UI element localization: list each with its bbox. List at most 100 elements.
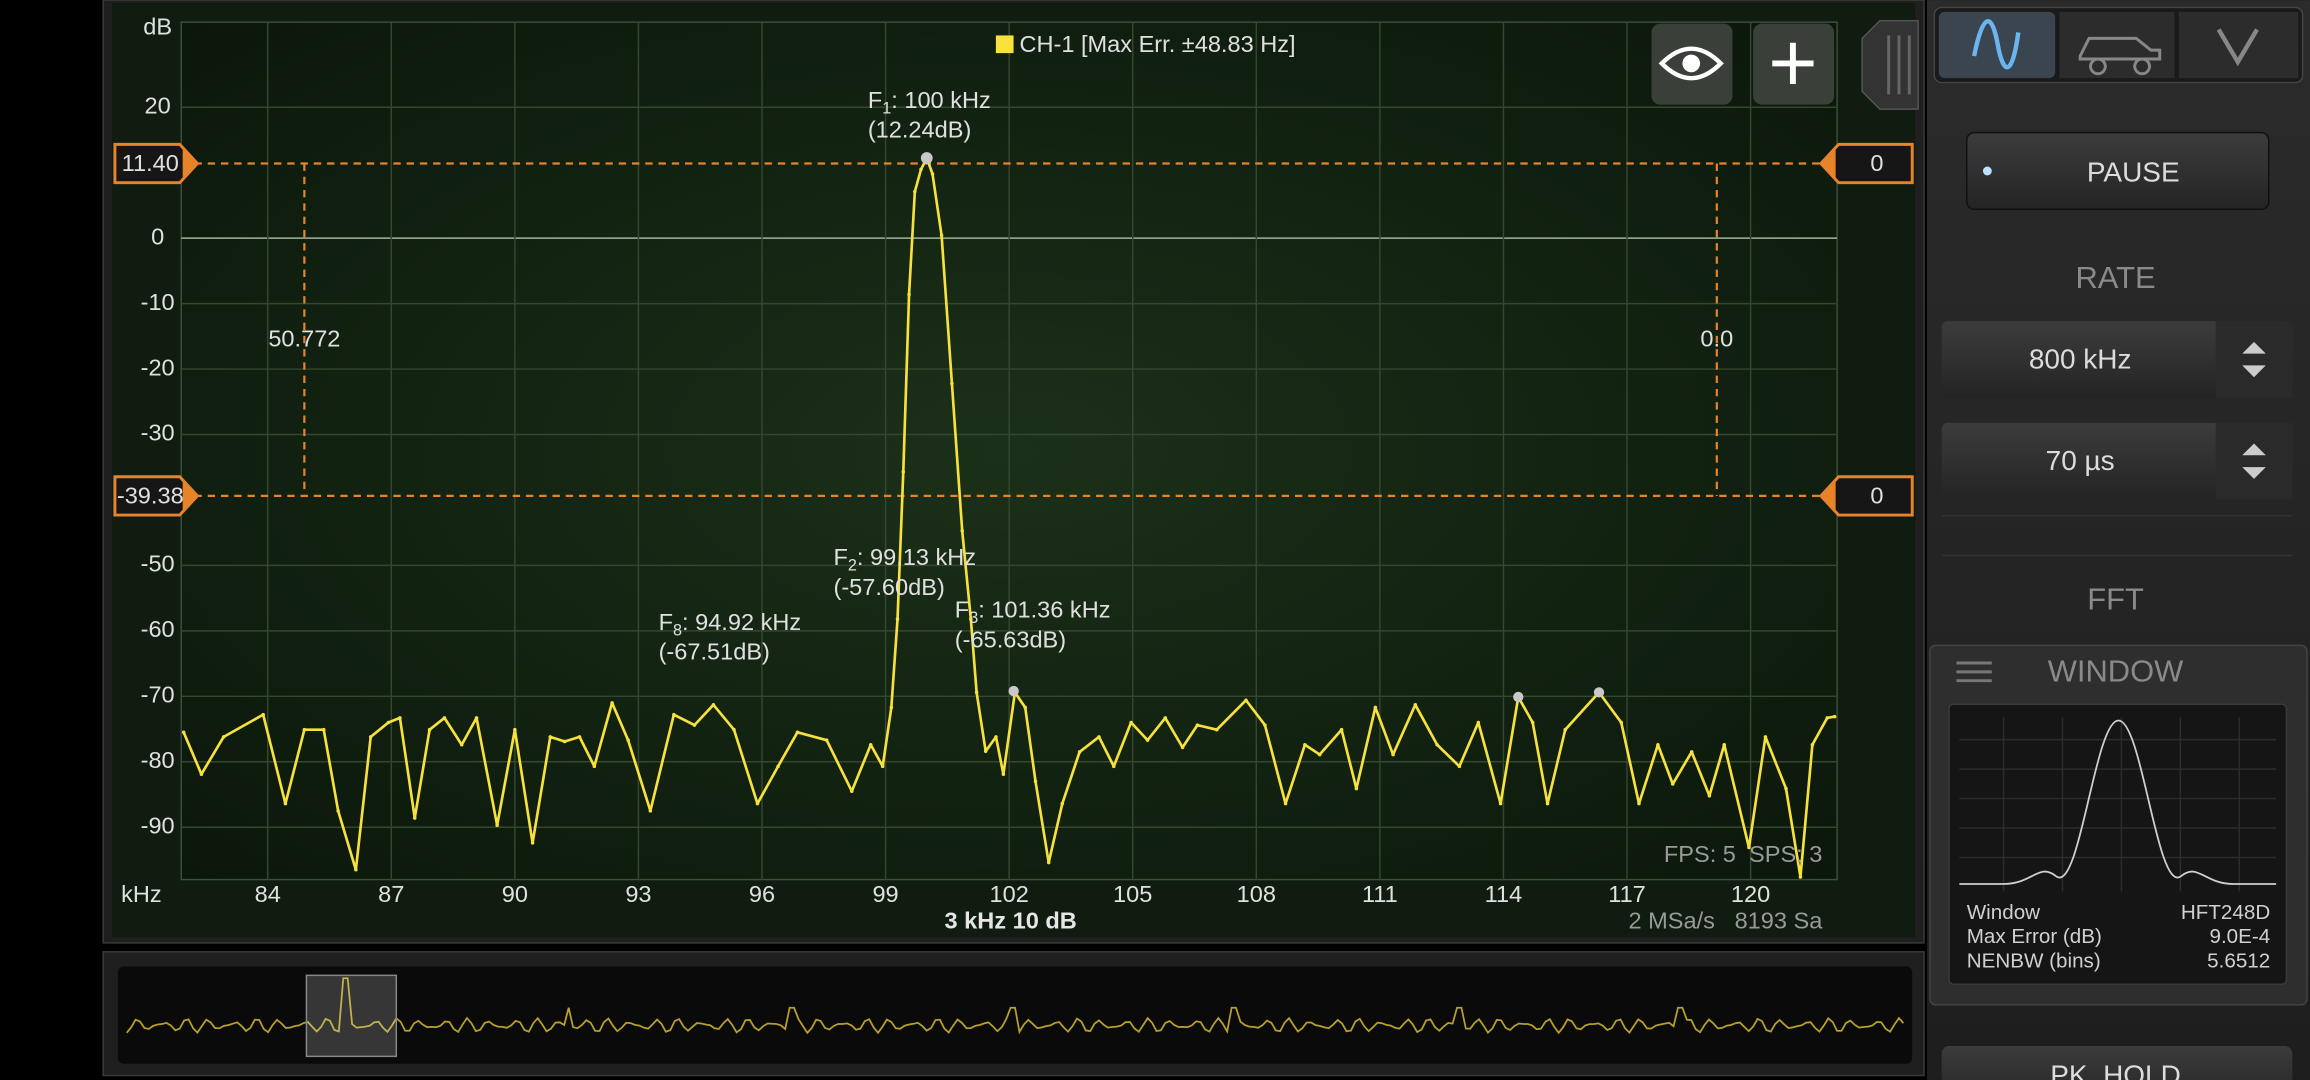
time-value: 70 µs — [2046, 445, 2115, 476]
trace-point — [1798, 875, 1803, 879]
trace-point — [648, 809, 653, 813]
marker-name: F — [833, 544, 847, 570]
add-button[interactable] — [1753, 23, 1835, 105]
trace-point — [895, 617, 900, 621]
x-tick-label: 93 — [625, 881, 651, 907]
panel-handle[interactable] — [1861, 19, 1919, 110]
trace-point — [1046, 860, 1051, 865]
trace-point — [530, 841, 535, 845]
trace-point — [1435, 742, 1439, 747]
x-tick-label: 84 — [255, 881, 281, 907]
trace-point — [221, 735, 226, 739]
cursor-level-label: 11.40 — [122, 150, 179, 176]
trace-point — [592, 764, 597, 769]
cursor-position-label: 0.0 — [1700, 326, 1733, 352]
y-tick-label: 0 — [151, 223, 164, 249]
trace-point — [1303, 742, 1307, 747]
grid — [181, 22, 1838, 880]
marker-index: 2 — [848, 557, 857, 575]
pause-button[interactable]: PAUSE — [1966, 131, 2270, 211]
y-tick-label: -60 — [141, 616, 175, 642]
trace-point — [1244, 698, 1248, 703]
window-title: WINDOW — [2048, 653, 2184, 688]
trace-point — [776, 764, 780, 769]
y-tick-label: -50 — [141, 551, 175, 577]
y-tick-label: -20 — [141, 354, 175, 380]
trace-point — [901, 470, 906, 474]
trace-point — [1763, 735, 1768, 739]
trace-layer — [181, 152, 1837, 879]
trace-point — [850, 789, 854, 793]
x-tick-label: 90 — [502, 881, 528, 907]
trace-point — [672, 712, 676, 717]
cursor-position-label: 50.772 — [268, 326, 340, 352]
trace-point — [889, 705, 894, 710]
window-row-key: Max Error (dB) — [1967, 925, 2102, 948]
cursors: 11.40 0 -39.38 0 50.772 0.0 — [113, 142, 1914, 517]
mode-tabs[interactable] — [1933, 6, 2304, 84]
separator — [1941, 514, 2293, 557]
trace-point — [1784, 786, 1788, 791]
legend-label: CH-1 [Max Err. ±48.83 Hz] — [1019, 31, 1295, 57]
rate-selector[interactable]: 800 kHz — [1941, 321, 2293, 398]
peak-dot — [1008, 685, 1019, 697]
trace-point — [1413, 703, 1418, 707]
window-row-key: NENBW (bins) — [1967, 950, 2101, 973]
marker-index: 3 — [969, 609, 978, 627]
time-selector[interactable]: 70 µs — [1941, 422, 2293, 500]
window-panel[interactable]: WINDOW Window HFT248D Max Error (dB) 9.0E-4… — [1929, 644, 2308, 1006]
trace-point — [626, 738, 630, 742]
trace-point — [1339, 727, 1344, 732]
trace-point — [1214, 727, 1219, 732]
marker-level: (-65.63dB) — [955, 626, 1066, 652]
trace-point — [368, 735, 373, 739]
y-tick-label: -70 — [141, 682, 175, 708]
x-tick-label: 105 — [1113, 881, 1152, 907]
trace-point — [1283, 801, 1288, 806]
marker-label: F3: 101.36 kHz — [955, 597, 1111, 627]
trace-point — [974, 690, 979, 695]
y-tick-label: 20 — [145, 92, 171, 118]
trace-point — [354, 867, 358, 872]
trace-point — [398, 716, 402, 720]
window-row-value: 5.6512 — [2207, 950, 2270, 973]
trace-point — [1033, 779, 1038, 784]
trace-point — [1707, 794, 1712, 798]
trace-point — [1670, 782, 1675, 786]
trace-point — [1077, 750, 1082, 754]
trace-point — [495, 823, 499, 828]
hold-button[interactable]: PK. HOLD — [1941, 1046, 2293, 1080]
rate-title: RATE — [2075, 260, 2155, 295]
trace-point — [1263, 723, 1267, 727]
marker-freq: : 94.92 kHz — [682, 609, 801, 635]
trace-point — [983, 749, 988, 754]
trace-point — [1457, 764, 1462, 769]
eye-button[interactable] — [1651, 23, 1733, 105]
scale-info: 3 kHz 10 dB — [944, 908, 1076, 934]
trace-point — [283, 801, 288, 806]
x-axis-label: kHz — [121, 881, 162, 907]
trace-point — [386, 720, 391, 725]
y-tick-label: -90 — [141, 812, 175, 838]
labels: 20 0 -10 -20 -30 -50 -60 -70 -80 -90 84 87 90 93 96 99 1… — [141, 87, 1771, 907]
trace-point — [562, 739, 567, 744]
fft-title: FFT — [2087, 581, 2144, 616]
x-tick-label: 120 — [1731, 881, 1770, 907]
pause-label: PAUSE — [2087, 156, 2180, 187]
trace-point — [1563, 727, 1568, 732]
trace-point — [1023, 705, 1027, 710]
window-row-value: 9.0E-4 — [2209, 925, 2270, 948]
trace-point — [1097, 735, 1101, 739]
trace-point — [459, 742, 464, 747]
trace-point — [939, 233, 944, 238]
trace-point — [1656, 742, 1660, 747]
marker-dot — [920, 152, 933, 164]
marker-index: 8 — [673, 622, 682, 640]
trace-point — [969, 617, 973, 621]
trace-point — [302, 727, 307, 732]
overview[interactable] — [102, 951, 1925, 1077]
trace-point — [1145, 738, 1150, 742]
trace-point — [1060, 801, 1065, 806]
cursor-flag — [1818, 142, 1914, 185]
trace-point — [824, 738, 829, 742]
